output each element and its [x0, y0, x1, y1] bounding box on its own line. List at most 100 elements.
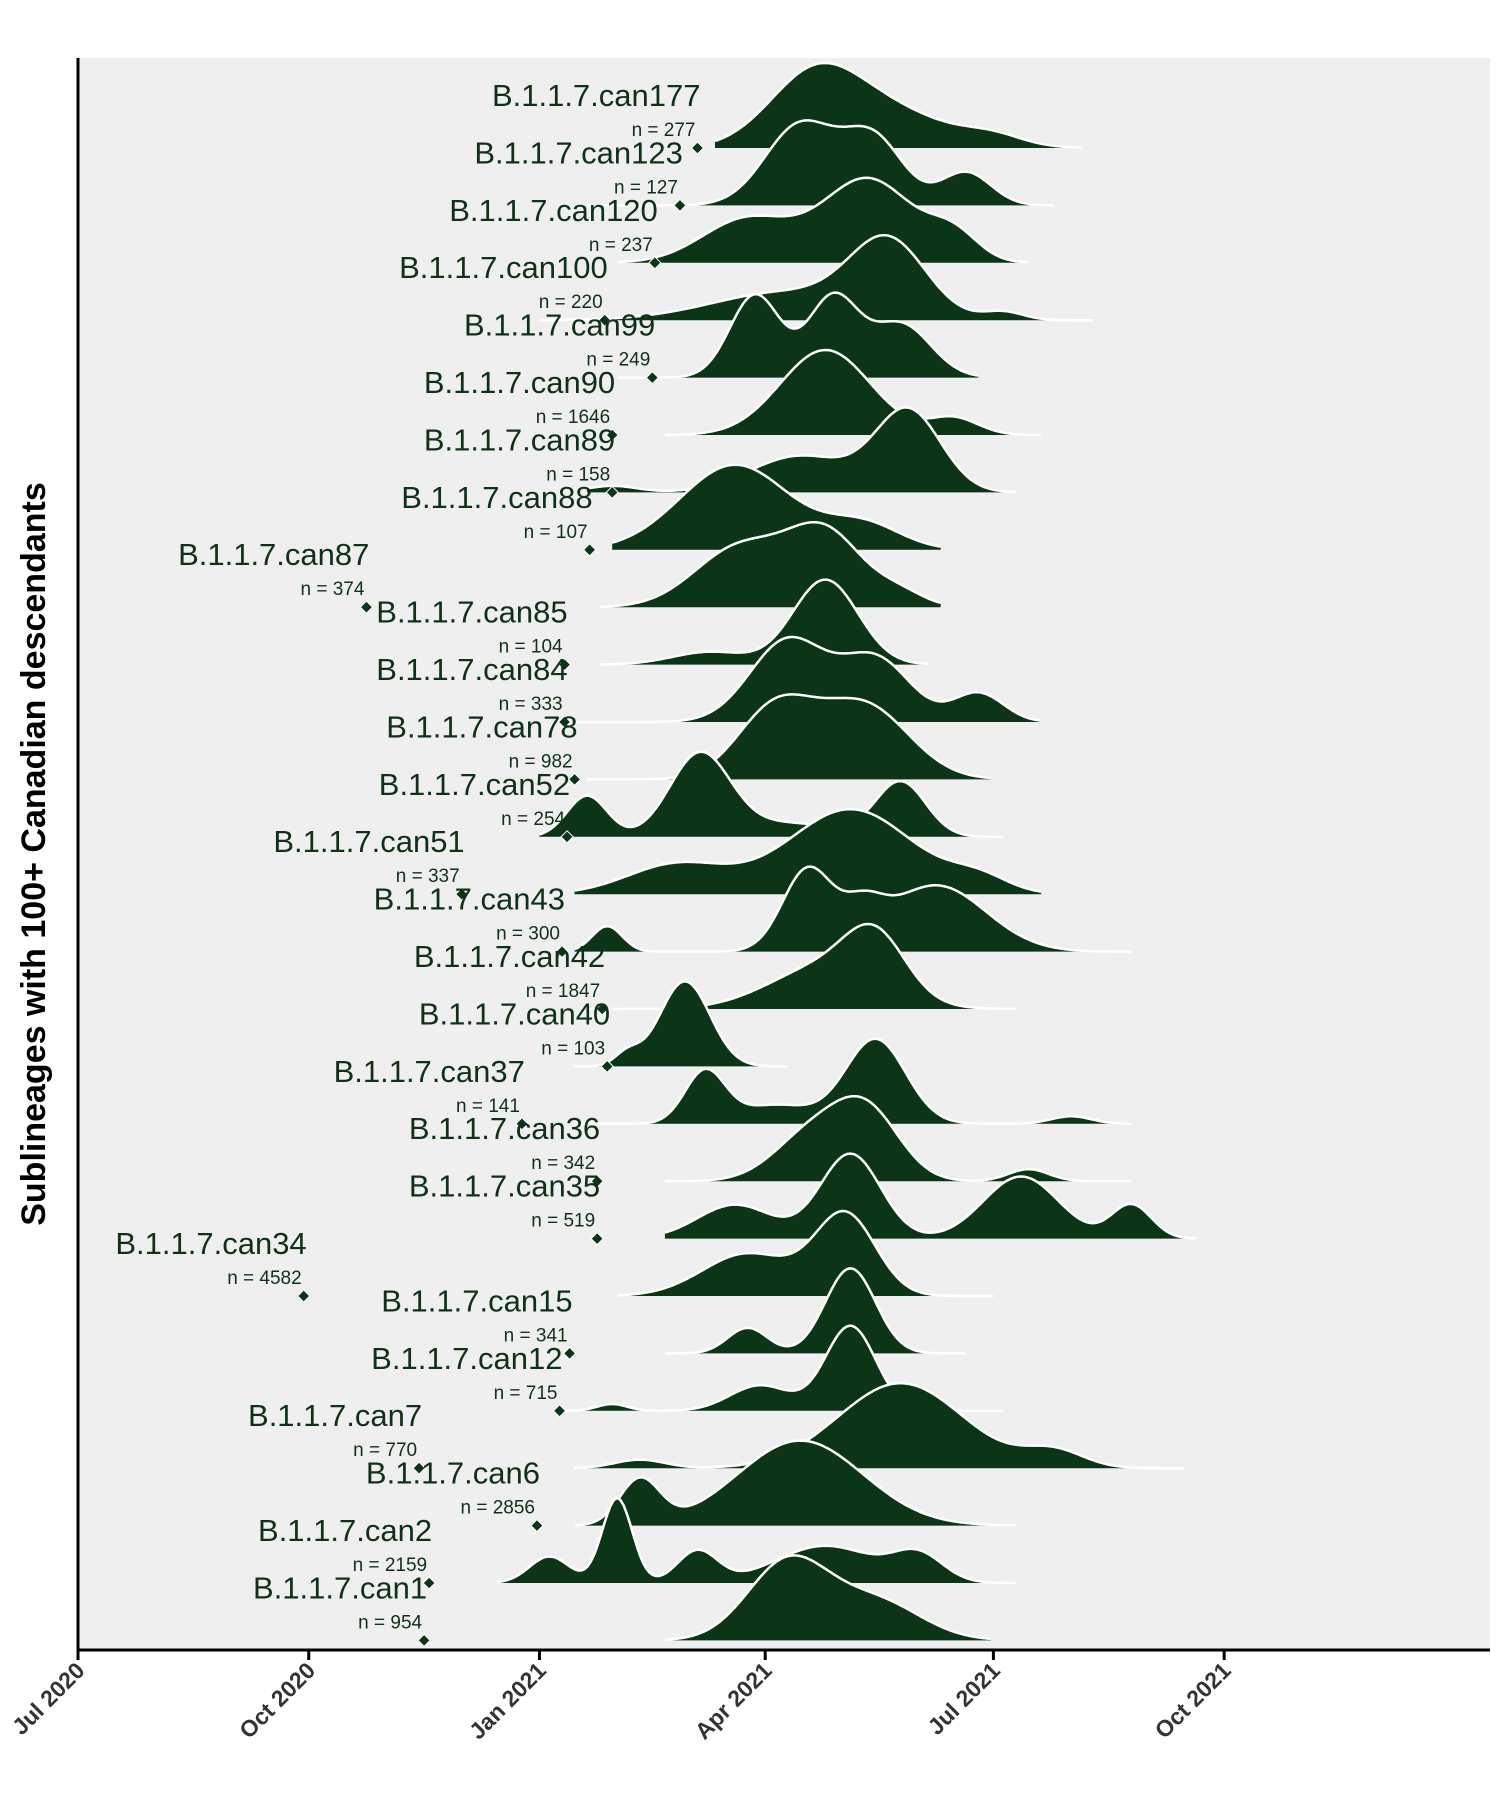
count-label-b-1-1-7-can2: n = 2159: [353, 1555, 428, 1576]
count-label-b-1-1-7-can36: n = 342: [531, 1153, 595, 1174]
origin-marker-b-1-1-7-can40: [600, 1059, 614, 1074]
count-label-b-1-1-7-can177: n = 277: [632, 120, 696, 141]
count-label-b-1-1-7-can34: n = 4582: [227, 1268, 302, 1289]
ridge-b-1-1-7-can2: [496, 1498, 1016, 1583]
count-label-b-1-1-7-can100: n = 220: [539, 292, 603, 313]
origin-marker-b-1-1-7-can37: [515, 1117, 529, 1131]
origin-marker-b-1-1-7-can120: [648, 256, 662, 270]
origin-marker-b-1-1-7-can52: [560, 830, 574, 844]
origin-marker-b-1-1-7-can123: [673, 198, 687, 213]
ridge-b-1-1-7-can51: [574, 809, 1042, 895]
count-label-b-1-1-7-can85: n = 104: [499, 637, 563, 658]
sublineage-label-b-1-1-7-can12: B.1.1.7.can12: [371, 1341, 562, 1376]
sublineage-label-b-1-1-7-can43: B.1.1.7.can43: [374, 882, 565, 917]
origin-marker-b-1-1-7-can87: [359, 600, 374, 614]
sublineage-label-b-1-1-7-can6: B.1.1.7.can6: [366, 1456, 540, 1491]
ridge-outline-b-1-1-7-can87: [599, 520, 942, 608]
count-label-b-1-1-7-can52: n = 254: [501, 809, 565, 830]
ridge-b-1-1-7-can37: [574, 1038, 1132, 1124]
ridge-b-1-1-7-can43: [574, 866, 1132, 952]
count-label-b-1-1-7-can7: n = 770: [353, 1440, 417, 1461]
ridge-outline-b-1-1-7-can2: [496, 1496, 1017, 1585]
sublineage-label-b-1-1-7-can84: B.1.1.7.can84: [376, 652, 567, 687]
ridge-outline-b-1-1-7-can37: [574, 1037, 1132, 1126]
ridge-outline-b-1-1-7-can35: [664, 1152, 1197, 1240]
ridge-b-1-1-7-can35: [664, 1153, 1197, 1239]
x-tick-label: Apr 2021: [690, 1657, 777, 1744]
sublineage-label-b-1-1-7-can37: B.1.1.7.can37: [334, 1054, 525, 1089]
sublineage-label-b-1-1-7-can34: B.1.1.7.can34: [115, 1226, 306, 1261]
count-label-b-1-1-7-can51: n = 337: [396, 866, 460, 887]
ridge-b-1-1-7-can6: [574, 1440, 1016, 1526]
ridge-b-1-1-7-can52: [539, 751, 1004, 837]
sublineage-label-b-1-1-7-can52: B.1.1.7.can52: [379, 767, 570, 802]
x-tick-label: Jan 2021: [464, 1657, 551, 1744]
origin-marker-b-1-1-7-can34: [297, 1289, 311, 1303]
ridge-outline-b-1-1-7-can78: [587, 693, 992, 781]
ridge-outline-b-1-1-7-can52: [539, 750, 1004, 839]
count-label-b-1-1-7-can6: n = 2856: [461, 1498, 536, 1519]
sublineage-label-b-1-1-7-can36: B.1.1.7.can36: [409, 1111, 600, 1146]
sublineage-label-b-1-1-7-can42: B.1.1.7.can42: [414, 939, 605, 974]
count-label-b-1-1-7-can99: n = 249: [586, 350, 650, 371]
ridge-b-1-1-7-can120: [617, 177, 1029, 263]
origin-marker-b-1-1-7-can2: [422, 1576, 436, 1590]
ridge-b-1-1-7-can89: [587, 407, 1016, 493]
origin-marker-b-1-1-7-can7: [412, 1461, 426, 1475]
x-tick-label: Oct 2021: [1149, 1657, 1235, 1743]
ridge-outline-b-1-1-7-can84: [574, 635, 1042, 724]
origin-marker-b-1-1-7-can89: [605, 485, 619, 500]
ridge-outline-b-1-1-7-can6: [574, 1439, 1017, 1527]
ridge-b-1-1-7-can85: [599, 579, 929, 665]
ridge-outline-b-1-1-7-can100: [539, 233, 1094, 322]
sublineage-label-b-1-1-7-can88: B.1.1.7.can88: [401, 480, 592, 515]
sublineage-label-b-1-1-7-can100: B.1.1.7.can100: [399, 250, 608, 285]
ridge-b-1-1-7-can100: [539, 235, 1094, 321]
sublineage-label-b-1-1-7-can40: B.1.1.7.can40: [419, 996, 610, 1031]
ridge-outline-b-1-1-7-can120: [617, 176, 1029, 264]
ridge-outline-b-1-1-7-can40: [574, 980, 788, 1068]
count-label-b-1-1-7-can42: n = 1847: [526, 981, 601, 1002]
count-label-b-1-1-7-can35: n = 519: [531, 1211, 595, 1232]
ridge-outline-b-1-1-7-can89: [586, 406, 1017, 494]
sublineage-label-b-1-1-7-can177: B.1.1.7.can177: [492, 78, 701, 113]
count-label-b-1-1-7-can40: n = 103: [541, 1038, 605, 1059]
ridge-b-1-1-7-can123: [587, 120, 1054, 206]
ridge-b-1-1-7-can42: [587, 924, 1016, 1009]
sublineage-label-b-1-1-7-can90: B.1.1.7.can90: [424, 365, 615, 400]
ridge-b-1-1-7-can78: [587, 694, 991, 780]
sublineage-label-b-1-1-7-can35: B.1.1.7.can35: [409, 1169, 600, 1204]
ridge-outline-b-1-1-7-can51: [574, 807, 1042, 893]
ridge-b-1-1-7-can12: [562, 1325, 1004, 1411]
count-label-b-1-1-7-can15: n = 341: [504, 1325, 568, 1346]
sublineage-label-b-1-1-7-can51: B.1.1.7.can51: [273, 824, 464, 859]
ridge-outline-b-1-1-7-can177: [714, 61, 1082, 149]
ridge-outline-b-1-1-7-can88: [611, 463, 941, 548]
count-label-b-1-1-7-can89: n = 158: [546, 464, 610, 485]
ridge-b-1-1-7-can87: [599, 522, 941, 608]
count-label-b-1-1-7-can120: n = 237: [589, 235, 653, 256]
origin-marker-b-1-1-7-can1: [417, 1633, 431, 1648]
ridge-outline-b-1-1-7-can15: [664, 1267, 966, 1355]
ridge-b-1-1-7-can36: [664, 1096, 1132, 1182]
count-label-b-1-1-7-can123: n = 127: [614, 177, 678, 198]
ridge-b-1-1-7-can7: [574, 1383, 1184, 1469]
ridge-b-1-1-7-can84: [574, 637, 1042, 722]
ridge-outline-b-1-1-7-can1: [664, 1554, 992, 1641]
count-label-b-1-1-7-can43: n = 300: [496, 924, 560, 945]
count-label-b-1-1-7-can84: n = 333: [499, 694, 563, 715]
ridge-outline-b-1-1-7-can42: [587, 922, 1016, 1011]
x-tick-label: Jul 2020: [7, 1657, 90, 1740]
ridge-b-1-1-7-can34: [617, 1211, 994, 1296]
sublineage-label-b-1-1-7-can85: B.1.1.7.can85: [376, 595, 567, 630]
origin-marker-b-1-1-7-can84: [557, 715, 572, 729]
count-label-b-1-1-7-can88: n = 107: [524, 522, 588, 543]
origin-marker-b-1-1-7-can51: [455, 887, 469, 901]
ridge-b-1-1-7-can1: [664, 1555, 991, 1641]
ridge-b-1-1-7-can90: [664, 350, 1042, 435]
sublineage-label-b-1-1-7-can89: B.1.1.7.can89: [424, 422, 615, 457]
sublineage-label-b-1-1-7-can78: B.1.1.7.can78: [386, 709, 577, 744]
origin-marker-b-1-1-7-can6: [530, 1518, 544, 1533]
origin-marker-b-1-1-7-can12: [552, 1404, 567, 1418]
